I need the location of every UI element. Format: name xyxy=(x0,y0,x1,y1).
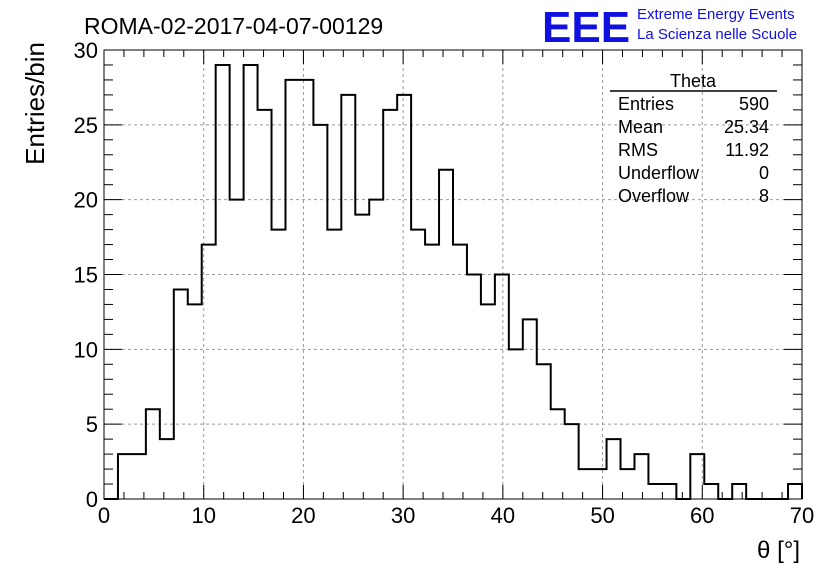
stats-label: Underflow xyxy=(618,163,700,183)
x-tick-label: 70 xyxy=(790,503,814,528)
histogram-bin xyxy=(174,289,188,499)
y-tick-label: 0 xyxy=(86,487,98,512)
x-tick-label: 60 xyxy=(690,503,714,528)
stats-label: Entries xyxy=(618,94,674,114)
histogram-bin xyxy=(285,80,299,499)
logo-line-2: La Scienza nelle Scuole xyxy=(637,26,797,43)
histogram-bin xyxy=(732,484,746,499)
histogram-bin xyxy=(593,469,607,499)
histogram-bin xyxy=(411,230,425,499)
stats-label: Overflow xyxy=(618,186,690,206)
histogram-bin xyxy=(523,319,537,499)
x-axis-title: θ [°] xyxy=(757,537,800,564)
stats-title: Theta xyxy=(670,71,717,91)
histogram-bin xyxy=(160,439,174,499)
x-tick-label: 0 xyxy=(98,503,110,528)
histogram-bin xyxy=(146,409,160,499)
histogram-bin xyxy=(648,484,662,499)
eee-logo: EEE Extreme Energy Events La Scienza nel… xyxy=(542,3,797,52)
x-tick-label: 50 xyxy=(590,503,614,528)
histogram-bin xyxy=(467,275,481,500)
run-title: ROMA-02-2017-04-07-00129 xyxy=(84,13,383,39)
histogram-bin xyxy=(425,245,439,499)
histogram-bin xyxy=(607,439,621,499)
histogram-bin xyxy=(439,170,453,499)
histogram-bin xyxy=(383,110,397,499)
eee-logo-mark: EEE xyxy=(542,3,630,52)
histogram-bin xyxy=(299,80,313,499)
stats-value: 11.92 xyxy=(725,140,769,160)
stats-box: Theta Entries 590 Mean 25.34 RMS 11.92 U… xyxy=(610,71,777,206)
y-tick-label: 5 xyxy=(86,412,98,437)
histogram-outline xyxy=(104,63,803,500)
histogram-bin xyxy=(788,484,802,499)
histogram-bins xyxy=(118,65,802,499)
stats-value: 0 xyxy=(759,163,769,183)
histogram-bin xyxy=(662,484,676,499)
x-tick-label: 40 xyxy=(491,503,515,528)
tick-labels: 0 10 20 30 40 50 60 70 0 5 10 15 20 25 30 xyxy=(74,38,815,528)
stats-value: 590 xyxy=(739,94,769,114)
y-tick-label: 10 xyxy=(74,337,98,362)
y-tick-label: 30 xyxy=(74,38,98,63)
y-tick-label: 15 xyxy=(74,263,98,288)
stats-value: 25.34 xyxy=(724,117,769,137)
histogram-bin xyxy=(537,364,551,499)
histogram-bin xyxy=(495,275,509,500)
histogram-bin xyxy=(551,409,565,499)
stats-value: 8 xyxy=(759,186,769,206)
histogram-bin xyxy=(272,230,286,499)
stats-label: RMS xyxy=(618,140,658,160)
histogram-bin xyxy=(453,245,467,499)
histogram-bin xyxy=(188,304,202,499)
x-tick-label: 30 xyxy=(391,503,415,528)
x-tick-label: 20 xyxy=(291,503,315,528)
histogram-bin xyxy=(355,215,369,499)
y-tick-label: 25 xyxy=(74,113,98,138)
histogram-bin xyxy=(634,454,648,499)
y-tick-label: 20 xyxy=(74,188,98,213)
histogram-bin xyxy=(397,95,411,499)
stats-label: Mean xyxy=(618,117,663,137)
histogram-bin xyxy=(216,65,230,499)
histogram-bin xyxy=(704,484,718,499)
histogram-bin xyxy=(244,65,258,499)
plot-frame xyxy=(103,49,803,500)
x-tick-label: 10 xyxy=(191,503,215,528)
histogram-bin xyxy=(327,230,341,499)
histogram-bin xyxy=(118,454,132,499)
grid xyxy=(104,50,802,499)
histogram-bin xyxy=(579,469,593,499)
histogram-bin xyxy=(313,125,327,499)
histogram-bin xyxy=(565,424,579,499)
logo-line-1: Extreme Energy Events xyxy=(637,6,795,23)
histogram-bin xyxy=(258,110,272,499)
histogram-bin xyxy=(341,95,355,499)
histogram-bin xyxy=(481,304,495,499)
y-axis-title: Entries/bin xyxy=(20,42,50,165)
